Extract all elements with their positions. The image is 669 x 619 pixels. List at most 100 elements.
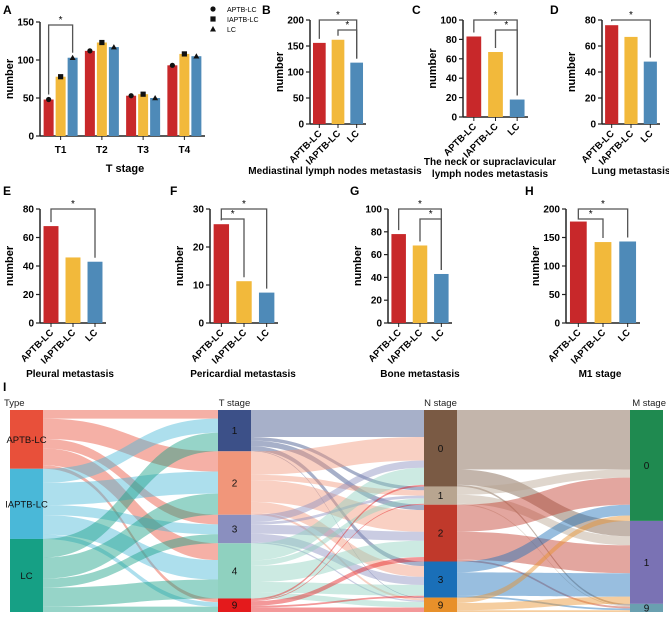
bar-aptb-lc xyxy=(569,221,587,323)
bar-aptb-lc xyxy=(213,224,230,323)
significance-label: * xyxy=(629,10,633,21)
sankey-link xyxy=(251,450,424,599)
significance-label: * xyxy=(418,199,422,210)
bar-aptb-lc xyxy=(126,95,137,136)
sankey-node xyxy=(424,561,457,598)
y-tick-label: 60 xyxy=(371,250,383,261)
sankey-link xyxy=(457,596,630,611)
sankey-node-label: 9 xyxy=(438,600,444,611)
bar-iaptb-lc xyxy=(65,257,81,323)
significance-bracket xyxy=(47,24,74,95)
sankey-link xyxy=(43,418,218,472)
panel-label: B xyxy=(262,3,271,17)
chart-title: Pleural metastasis xyxy=(26,369,114,380)
y-tick-label: 0 xyxy=(198,319,204,330)
sankey-link xyxy=(457,477,630,532)
sankey-node-label: 3 xyxy=(232,525,238,536)
significance-label: * xyxy=(601,199,605,210)
y-tick-label: 100 xyxy=(543,262,560,273)
sankey-column-title: T stage xyxy=(219,398,251,409)
sankey-link xyxy=(251,501,424,577)
significance-label: * xyxy=(345,20,349,31)
marker-triangle xyxy=(69,54,76,61)
sankey-link xyxy=(251,484,424,601)
significance-bracket xyxy=(398,208,442,270)
y-tick-label: 40 xyxy=(23,262,35,273)
sankey-node xyxy=(424,486,457,505)
panel-label: H xyxy=(525,184,534,198)
panel-label: D xyxy=(550,3,559,17)
x-tick-label: T3 xyxy=(137,145,149,156)
chart-c: C 0 20 40 60 80 100 number The neck or supraclav… xyxy=(412,3,556,180)
panel-label: I xyxy=(3,380,6,394)
bar-iaptb-lc xyxy=(55,76,66,136)
significance-bracket xyxy=(611,19,651,58)
marker-circle xyxy=(87,48,93,54)
sankey-node-label: 2 xyxy=(438,529,444,540)
sankey-link xyxy=(43,514,218,580)
y-tick-label: 100 xyxy=(287,68,304,79)
bar-lc xyxy=(643,61,657,124)
sankey-node xyxy=(424,597,457,612)
sankey-link xyxy=(457,610,630,612)
y-tick-label: 200 xyxy=(543,205,560,216)
sankey-node-label: 9 xyxy=(644,603,650,614)
y-tick-label: 0 xyxy=(298,120,304,131)
y-tick-label: 100 xyxy=(440,16,457,27)
sankey-node-label: 4 xyxy=(232,566,238,577)
bar-lc xyxy=(150,98,161,136)
sankey-link xyxy=(251,595,424,608)
significance-label: * xyxy=(336,10,340,21)
x-tick-label: LC xyxy=(345,128,362,145)
sankey-node-label: 0 xyxy=(644,461,650,472)
significance-bracket xyxy=(494,29,518,96)
sankey-link xyxy=(457,484,630,606)
bar-iaptb-lc xyxy=(96,42,107,136)
sankey-link xyxy=(43,410,218,419)
y-tick-label: 20 xyxy=(371,296,383,307)
y-tick-label: 80 xyxy=(446,35,458,46)
chart-title: Lung metastasis xyxy=(592,166,669,177)
chart-title: T stage xyxy=(106,163,145,175)
sankey-link xyxy=(251,495,424,525)
bar-lc xyxy=(619,241,637,323)
x-tick-label: LC xyxy=(430,327,447,344)
sankey-link xyxy=(251,512,424,601)
sankey-node xyxy=(10,538,43,612)
sankey-link xyxy=(457,469,630,537)
bar-iaptb-lc xyxy=(488,52,503,118)
significance-label: * xyxy=(71,199,75,210)
bar-lc xyxy=(258,292,275,323)
y-tick-label: 60 xyxy=(585,42,597,53)
chart-title: Bone metastasis xyxy=(380,369,460,380)
sankey-link xyxy=(43,465,218,603)
y-tick-label: 60 xyxy=(446,54,458,65)
sankey-column-title: M stage xyxy=(632,398,666,409)
sankey-link xyxy=(251,498,424,566)
sankey-node-label: LC xyxy=(20,571,32,582)
chart-title: Mediastinal lymph nodes metastasis xyxy=(248,166,422,177)
bar-lc xyxy=(87,261,103,323)
panel-label: A xyxy=(3,3,12,17)
x-tick-label: LC xyxy=(616,327,633,344)
sankey-node xyxy=(218,543,251,599)
y-axis-label: number xyxy=(352,245,364,286)
bar-lc xyxy=(434,273,449,323)
sankey-column-title: N stage xyxy=(424,398,457,409)
legend-marker-square xyxy=(210,16,216,22)
y-tick-label: 200 xyxy=(287,16,304,27)
significance-label: * xyxy=(494,10,498,21)
bar-lc xyxy=(67,57,78,136)
y-tick-label: 0 xyxy=(28,132,34,143)
y-axis-label: number xyxy=(4,245,16,286)
y-tick-label: 0 xyxy=(28,319,34,330)
y-tick-label: 80 xyxy=(23,205,35,216)
sankey-link xyxy=(43,579,218,607)
significance-label: * xyxy=(504,20,508,31)
